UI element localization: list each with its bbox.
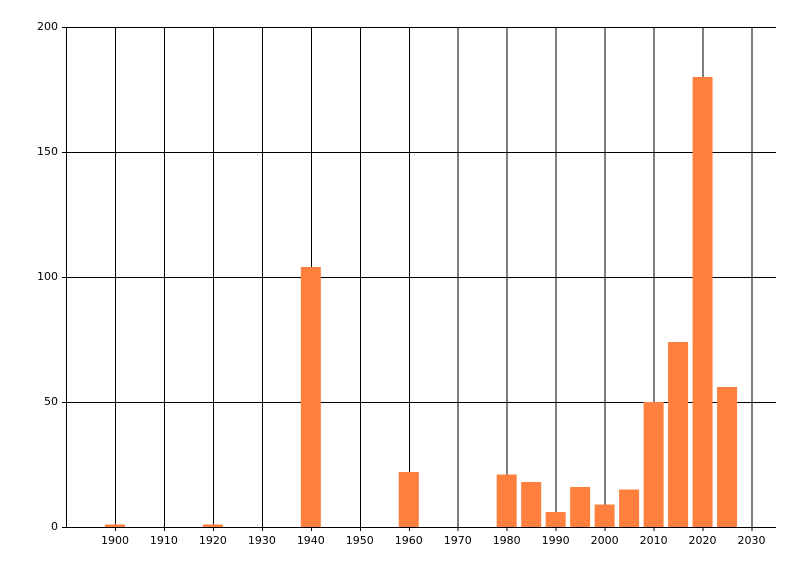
bar xyxy=(643,402,664,527)
bar xyxy=(104,524,125,527)
y-tick-label: 0 xyxy=(51,520,58,533)
x-tick-label: 1960 xyxy=(395,534,423,547)
bar xyxy=(717,387,738,527)
bar xyxy=(300,267,321,527)
x-tick-label: 1900 xyxy=(101,534,129,547)
x-tick-label: 1950 xyxy=(346,534,374,547)
x-tick-label: 2000 xyxy=(591,534,619,547)
bar xyxy=(570,487,591,527)
x-tick-label: 1930 xyxy=(248,534,276,547)
x-tick-label: 1940 xyxy=(297,534,325,547)
bar xyxy=(496,474,517,527)
bar xyxy=(692,77,713,527)
bar xyxy=(398,472,419,527)
x-tick-label: 2030 xyxy=(738,534,766,547)
bar xyxy=(545,512,566,527)
x-tick-label: 1920 xyxy=(199,534,227,547)
y-tick-label: 200 xyxy=(37,20,58,33)
bar xyxy=(202,524,223,527)
bar xyxy=(594,504,615,527)
x-tick-label: 1970 xyxy=(444,534,472,547)
x-tick-label: 2020 xyxy=(689,534,717,547)
x-tick-label: 1910 xyxy=(150,534,178,547)
bar xyxy=(668,342,689,527)
y-tick-label: 150 xyxy=(37,145,58,158)
x-tick-label: 1990 xyxy=(542,534,570,547)
x-tick-label: 1980 xyxy=(493,534,521,547)
y-tick-label: 50 xyxy=(44,395,58,408)
bar xyxy=(521,482,542,527)
bar xyxy=(619,489,640,527)
x-tick-label: 2010 xyxy=(640,534,668,547)
y-tick-label: 100 xyxy=(37,270,58,283)
